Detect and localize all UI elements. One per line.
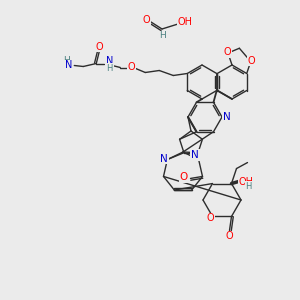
Text: N: N	[160, 154, 168, 164]
Text: H: H	[106, 64, 112, 73]
Text: O: O	[142, 15, 150, 25]
Text: O: O	[223, 47, 231, 57]
Text: N: N	[64, 61, 72, 70]
Text: N: N	[106, 56, 113, 67]
Text: H: H	[63, 56, 70, 65]
Text: O: O	[179, 172, 188, 182]
Text: O: O	[95, 41, 103, 52]
Text: H: H	[245, 182, 252, 191]
Text: N: N	[223, 112, 231, 122]
Text: O: O	[248, 56, 256, 65]
Text: OH: OH	[238, 176, 253, 187]
Text: O: O	[207, 214, 214, 224]
Text: N: N	[191, 150, 199, 160]
Text: O: O	[226, 232, 233, 242]
Text: OH: OH	[178, 17, 193, 27]
Text: H: H	[159, 32, 165, 40]
Text: O: O	[128, 61, 135, 71]
